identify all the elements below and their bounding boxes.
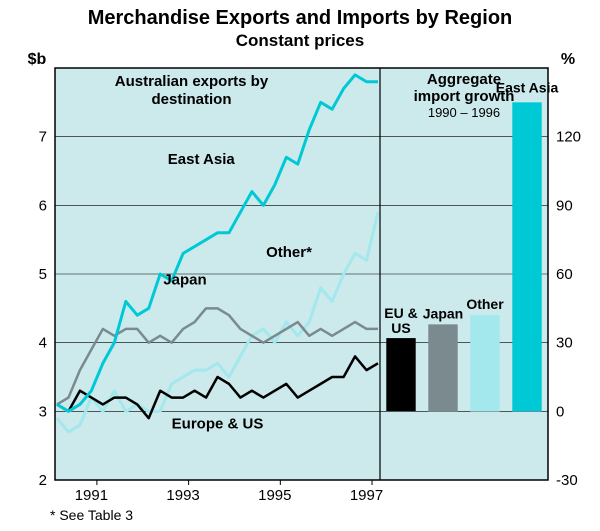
svg-text:90: 90	[556, 197, 573, 214]
svg-text:6: 6	[39, 197, 47, 214]
svg-text:Japan: Japan	[423, 305, 463, 321]
svg-text:1997: 1997	[350, 487, 383, 504]
svg-text:destination: destination	[151, 91, 231, 108]
svg-text:1995: 1995	[258, 487, 291, 504]
svg-text:1993: 1993	[166, 487, 199, 504]
svg-text:120: 120	[556, 129, 581, 146]
svg-text:30: 30	[556, 335, 573, 352]
svg-text:East Asia: East Asia	[168, 151, 236, 168]
chart-container: Merchandise Exports and Imports by Regio…	[0, 0, 600, 531]
svg-text:60: 60	[556, 266, 573, 283]
svg-text:US: US	[391, 320, 410, 336]
svg-text:5: 5	[39, 266, 47, 283]
svg-text:Other: Other	[466, 296, 504, 312]
svg-text:-30: -30	[556, 472, 578, 489]
svg-text:0: 0	[556, 403, 564, 420]
svg-text:%: %	[561, 51, 575, 68]
svg-text:1990 – 1996: 1990 – 1996	[428, 105, 500, 120]
svg-text:1991: 1991	[75, 487, 108, 504]
svg-text:Merchandise Exports and Import: Merchandise Exports and Imports by Regio…	[88, 7, 513, 29]
svg-text:4: 4	[39, 335, 47, 352]
svg-text:* See Table 3: * See Table 3	[50, 507, 133, 523]
svg-text:Japan: Japan	[163, 271, 206, 288]
svg-text:3: 3	[39, 403, 47, 420]
svg-text:Other*: Other*	[266, 244, 312, 261]
svg-text:EU &: EU &	[384, 305, 417, 321]
svg-text:Aggregate: Aggregate	[427, 71, 501, 88]
svg-text:2: 2	[39, 472, 47, 489]
svg-text:import growth: import growth	[414, 88, 515, 105]
svg-text:Australian exports by: Australian exports by	[115, 73, 269, 90]
svg-text:$b: $b	[28, 51, 47, 68]
svg-text:7: 7	[39, 129, 47, 146]
svg-text:Constant prices: Constant prices	[236, 31, 364, 50]
chart-svg: Merchandise Exports and Imports by Regio…	[0, 0, 600, 531]
svg-text:Europe & US: Europe & US	[172, 416, 264, 433]
